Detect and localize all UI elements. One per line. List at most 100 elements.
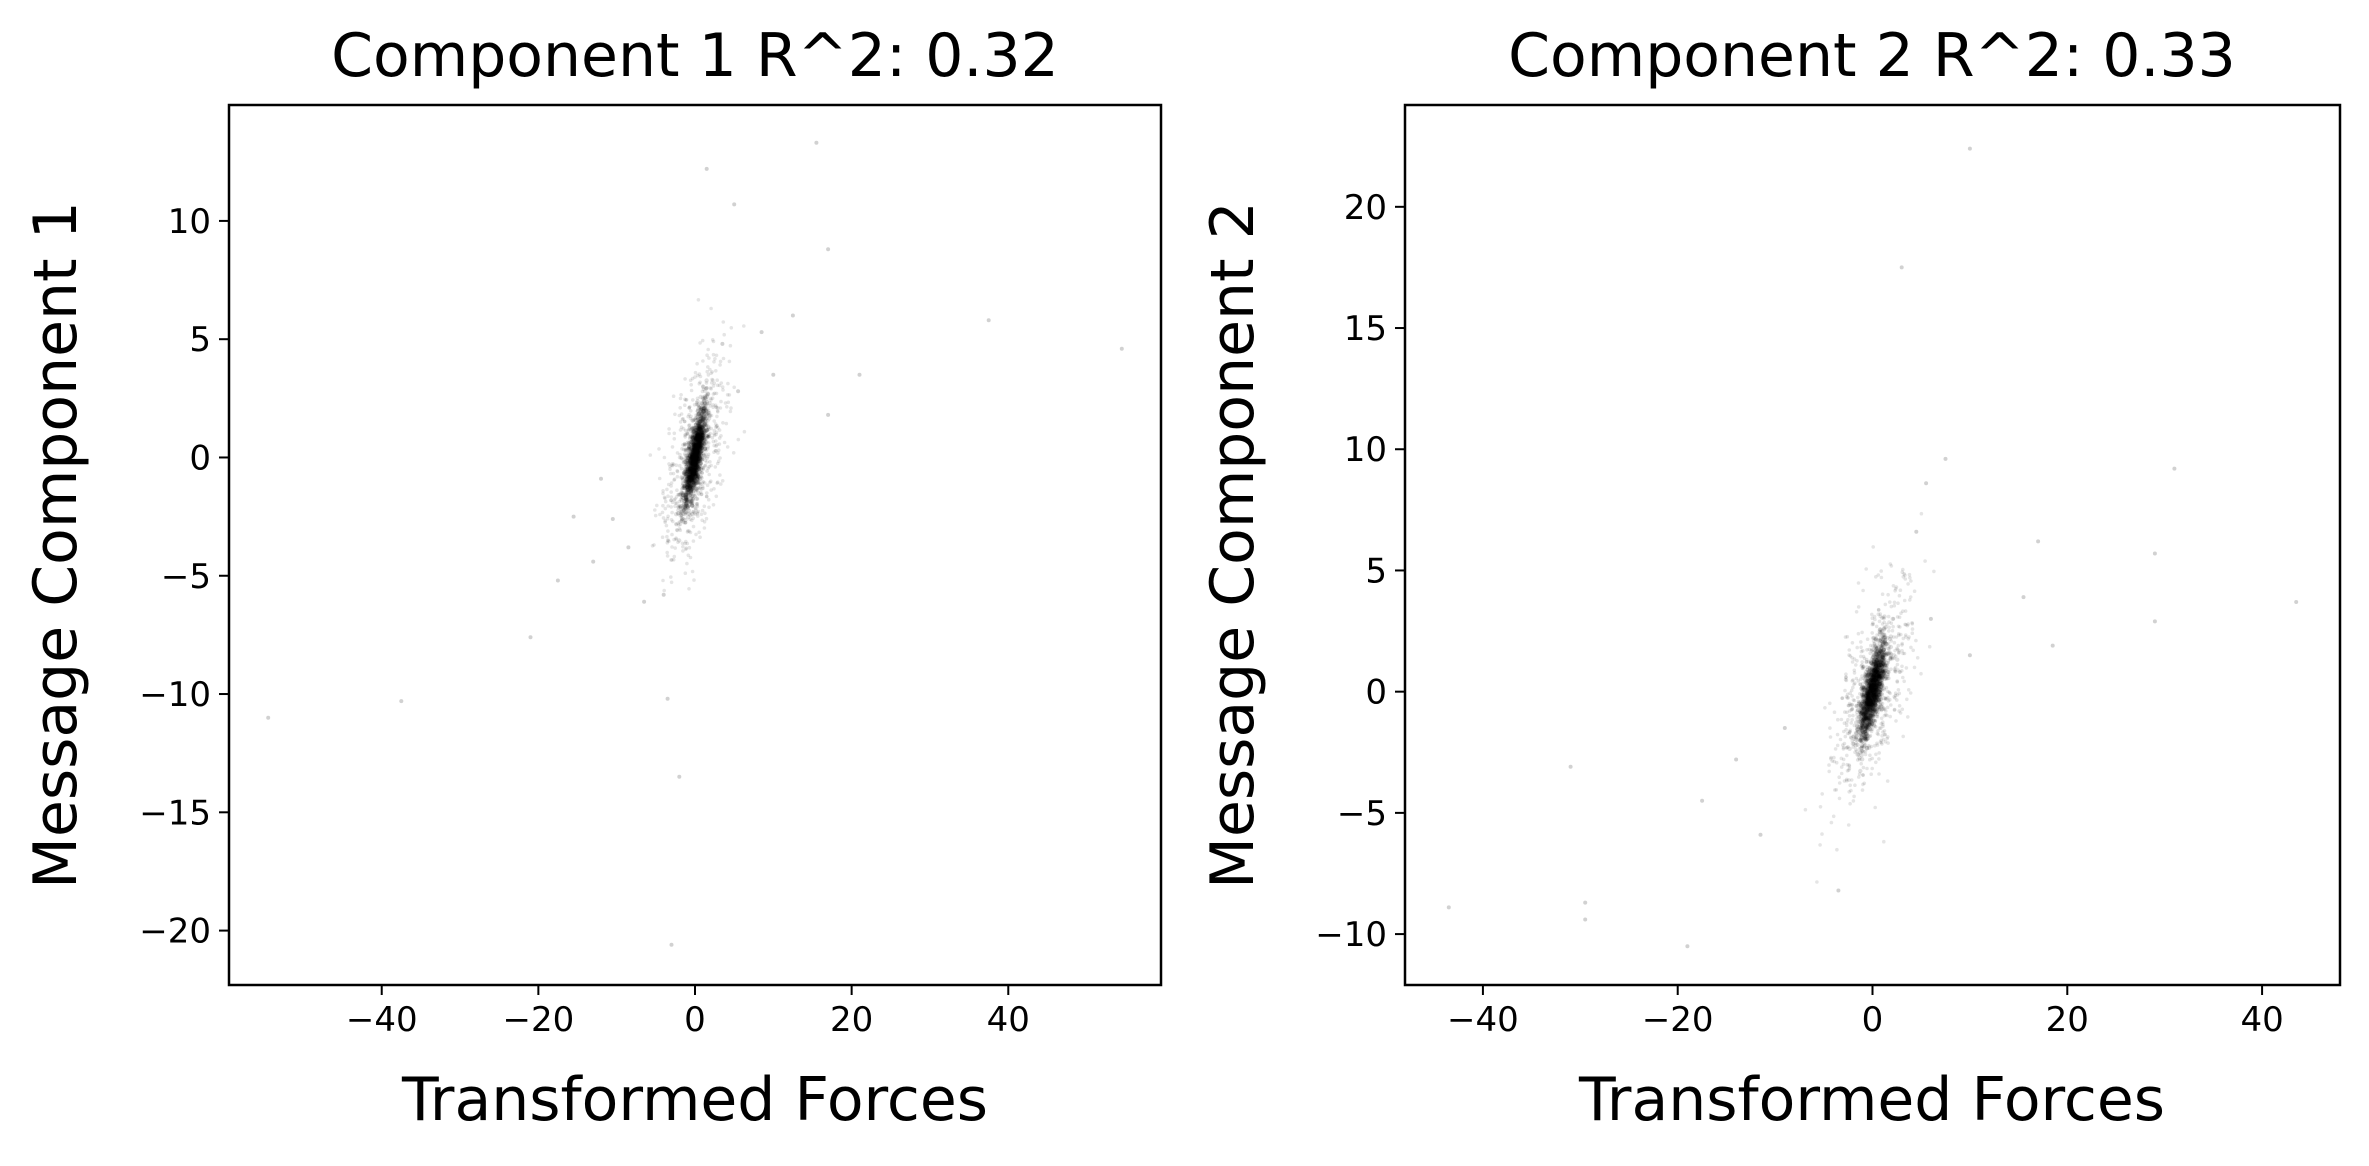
data-point: [697, 419, 702, 424]
data-point: [691, 436, 696, 441]
data-point: [699, 436, 704, 442]
data-point: [687, 485, 692, 491]
data-point: [698, 438, 704, 443]
data-point: [684, 546, 689, 550]
data-point: [688, 478, 693, 484]
data-point: [698, 406, 704, 411]
data-point: [1823, 706, 1827, 710]
data-point: [1866, 660, 1871, 664]
data-point: [676, 540, 680, 544]
data-point: [701, 416, 706, 421]
data-point: [699, 427, 704, 433]
data-point: [688, 449, 692, 453]
outlier-point: [1943, 456, 1948, 461]
data-point: [698, 374, 703, 379]
data-point: [687, 479, 692, 484]
data-point: [692, 482, 697, 487]
data-point: [692, 478, 697, 483]
data-point: [1884, 685, 1889, 690]
data-point: [691, 462, 696, 467]
data-point: [1880, 644, 1885, 649]
data-point: [683, 498, 689, 503]
data-point: [690, 464, 695, 469]
data-point: [696, 466, 701, 471]
data-point: [688, 477, 693, 482]
data-point: [690, 453, 695, 458]
data-point: [698, 414, 704, 419]
data-point: [688, 481, 693, 486]
data-point: [702, 401, 707, 406]
data-point: [693, 448, 698, 454]
x-tick-label: 0: [684, 1000, 706, 1040]
data-point: [694, 496, 699, 501]
data-point: [690, 454, 695, 459]
data-point: [675, 451, 680, 455]
data-point: [693, 436, 698, 441]
data-point: [1862, 690, 1866, 695]
data-point: [1843, 710, 1847, 714]
data-point: [1915, 656, 1920, 660]
data-point: [662, 588, 666, 593]
data-point: [672, 437, 677, 441]
data-point: [694, 424, 699, 430]
data-point: [1831, 814, 1836, 819]
data-point: [695, 432, 701, 437]
data-point: [1859, 740, 1864, 745]
data-point: [1868, 665, 1872, 669]
data-point: [689, 452, 693, 456]
data-point: [698, 438, 703, 443]
data-point: [718, 473, 722, 477]
data-point: [1855, 645, 1859, 650]
data-point: [694, 486, 699, 491]
data-point: [694, 431, 699, 436]
data-point: [713, 465, 718, 469]
data-point: [693, 461, 699, 467]
data-point: [683, 571, 688, 575]
data-point: [1850, 656, 1854, 660]
data-point: [695, 450, 701, 455]
data-point: [693, 440, 699, 445]
data-point: [691, 468, 696, 473]
data-point: [1896, 688, 1901, 692]
data-point: [692, 478, 698, 483]
data-point: [1854, 610, 1859, 614]
data-point: [704, 386, 708, 391]
data-point: [683, 502, 689, 507]
data-point: [691, 458, 696, 463]
data-point: [1888, 714, 1892, 719]
data-point: [666, 504, 670, 508]
data-point: [683, 509, 688, 514]
data-point: [672, 477, 677, 482]
data-point: [688, 454, 693, 459]
data-point: [1871, 545, 1875, 549]
data-point: [693, 474, 698, 479]
data-point: [699, 433, 704, 438]
data-point: [689, 449, 694, 454]
data-point: [1862, 656, 1867, 661]
data-point: [696, 407, 700, 411]
data-point: [1859, 761, 1863, 766]
data-point: [683, 485, 688, 491]
data-point: [686, 476, 692, 482]
data-point: [689, 439, 694, 444]
data-point: [695, 434, 700, 440]
data-point: [1839, 717, 1844, 722]
data-point: [685, 458, 690, 463]
outlier-point: [771, 372, 776, 377]
data-point: [1912, 665, 1917, 670]
data-point: [685, 461, 691, 467]
data-point: [1873, 712, 1877, 717]
data-point: [728, 343, 733, 348]
data-point: [1883, 713, 1888, 717]
data-point: [689, 444, 694, 449]
data-point: [689, 463, 694, 468]
data-point: [697, 435, 703, 441]
data-point: [686, 465, 691, 470]
data-point: [697, 442, 702, 447]
outlier-point: [814, 140, 819, 145]
data-point: [695, 450, 701, 455]
data-point: [1875, 633, 1879, 637]
data-point: [674, 536, 678, 540]
data-point: [658, 512, 662, 517]
data-point: [1919, 511, 1924, 516]
